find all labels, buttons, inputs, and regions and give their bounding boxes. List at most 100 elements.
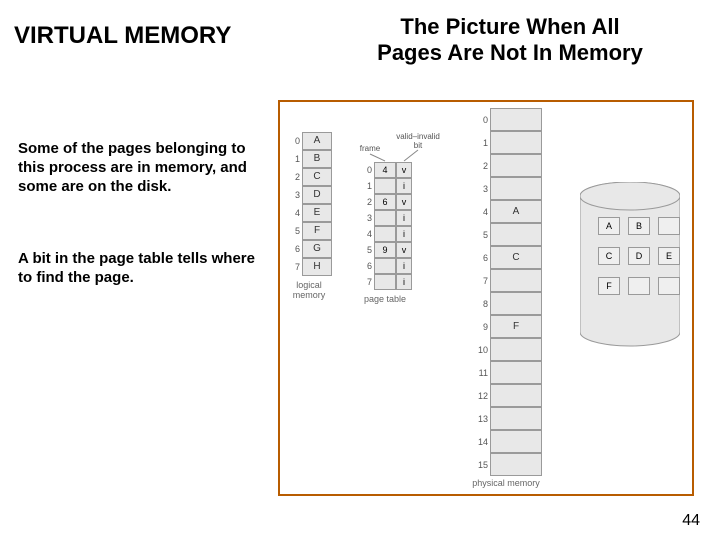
- disk-cell: B: [628, 217, 650, 235]
- pt-bit-cell: v: [396, 194, 412, 210]
- logical-cell: D: [302, 186, 332, 204]
- pt-frame-cell: 9: [374, 242, 396, 258]
- logical-row: 4E: [286, 204, 332, 222]
- phys-row: 6C: [470, 246, 542, 269]
- phys-row-index: 0: [470, 115, 490, 125]
- pt-bit-cell: i: [396, 210, 412, 226]
- phys-cell: [490, 384, 542, 407]
- logical-row: 6G: [286, 240, 332, 258]
- logical-row: 3D: [286, 186, 332, 204]
- logical-row: 0A: [286, 132, 332, 150]
- phys-row-index: 1: [470, 138, 490, 148]
- title-right-line2: Pages Are Not In Memory: [377, 40, 643, 65]
- disk-cell: [658, 277, 680, 295]
- pt-arrows: [280, 102, 281, 103]
- pt-row-index: 1: [360, 178, 374, 194]
- logical-row: 7H: [286, 258, 332, 276]
- phys-row-index: 6: [470, 253, 490, 263]
- logical-cell: B: [302, 150, 332, 168]
- logical-row-index: 0: [286, 136, 302, 146]
- phys-row: 13: [470, 407, 542, 430]
- pt-bit-cell: v: [396, 242, 412, 258]
- pt-row-index: 3: [360, 210, 374, 226]
- title-right: The Picture When All Pages Are Not In Me…: [320, 14, 700, 67]
- phys-row: 5: [470, 223, 542, 246]
- pt-bit-cell: i: [396, 226, 412, 242]
- pt-row: 7i: [360, 274, 412, 290]
- logical-row: 2C: [286, 168, 332, 186]
- phys-cell: [490, 154, 542, 177]
- pt-row-index: 7: [360, 274, 374, 290]
- phys-cell: [490, 177, 542, 200]
- phys-row: 14: [470, 430, 542, 453]
- logical-cell: H: [302, 258, 332, 276]
- logical-row: 5F: [286, 222, 332, 240]
- disk-cell: D: [628, 247, 650, 265]
- phys-row-index: 13: [470, 414, 490, 424]
- logical-cell: A: [302, 132, 332, 150]
- phys-row-index: 11: [470, 368, 490, 378]
- logical-row-index: 2: [286, 172, 302, 182]
- phys-cell: [490, 223, 542, 246]
- logical-cell: F: [302, 222, 332, 240]
- phys-cell: [490, 131, 542, 154]
- logical-cell: E: [302, 204, 332, 222]
- logical-memory: 0A1B2C3D4E5F6G7H: [286, 132, 332, 276]
- logical-row-index: 4: [286, 208, 302, 218]
- phys-row-index: 2: [470, 161, 490, 171]
- pt-row: 6i: [360, 258, 412, 274]
- pt-bit-cell: i: [396, 258, 412, 274]
- logical-row: 1B: [286, 150, 332, 168]
- phys-row: 7: [470, 269, 542, 292]
- pt-row-index: 0: [360, 162, 374, 178]
- phys-row: 4A: [470, 200, 542, 223]
- pt-head-bit: valid–invalid bit: [388, 132, 448, 150]
- pt-row: 59v: [360, 242, 412, 258]
- pt-bit-cell: i: [396, 274, 412, 290]
- logical-row-index: 1: [286, 154, 302, 164]
- pt-bit-cell: i: [396, 178, 412, 194]
- phys-row: 8: [470, 292, 542, 315]
- title-right-line1: The Picture When All: [400, 14, 619, 39]
- disk-cell: E: [658, 247, 680, 265]
- pt-row-index: 6: [360, 258, 374, 274]
- phys-row-index: 7: [470, 276, 490, 286]
- physical-memory-caption: physical memory: [470, 478, 542, 488]
- logical-row-index: 7: [286, 262, 302, 272]
- phys-row: 10: [470, 338, 542, 361]
- disk-cell: [658, 217, 680, 235]
- pt-head-frame: frame: [352, 144, 388, 153]
- phys-row: 12: [470, 384, 542, 407]
- phys-row-index: 10: [470, 345, 490, 355]
- pt-frame-cell: [374, 258, 396, 274]
- phys-row: 3: [470, 177, 542, 200]
- phys-row: 11: [470, 361, 542, 384]
- logical-row-index: 3: [286, 190, 302, 200]
- disk-cell: A: [598, 217, 620, 235]
- phys-row-index: 15: [470, 460, 490, 470]
- phys-row: 0: [470, 108, 542, 131]
- phys-cell: [490, 108, 542, 131]
- disk-cylinder: [580, 182, 680, 360]
- page-table-caption: page table: [360, 294, 410, 304]
- pt-row: 1i: [360, 178, 412, 194]
- phys-row-index: 5: [470, 230, 490, 240]
- phys-cell: [490, 430, 542, 453]
- pt-row-index: 5: [360, 242, 374, 258]
- phys-cell: [490, 269, 542, 292]
- pt-row-index: 2: [360, 194, 374, 210]
- phys-row: 1: [470, 131, 542, 154]
- pt-head-bit-l1: valid–invalid: [396, 132, 440, 141]
- pt-bit-cell: v: [396, 162, 412, 178]
- pt-frame-cell: [374, 274, 396, 290]
- pt-row: 26v: [360, 194, 412, 210]
- pt-frame-cell: 4: [374, 162, 396, 178]
- phys-cell: C: [490, 246, 542, 269]
- page-table: 04v1i26v3i4i59v6i7i: [360, 162, 412, 290]
- disk-cell: F: [598, 277, 620, 295]
- title-left: VIRTUAL MEMORY: [14, 22, 231, 50]
- phys-cell: [490, 338, 542, 361]
- diagram-frame: 0A1B2C3D4E5F6G7H logical memory frame va…: [278, 100, 694, 496]
- pt-row: 4i: [360, 226, 412, 242]
- phys-row-index: 14: [470, 437, 490, 447]
